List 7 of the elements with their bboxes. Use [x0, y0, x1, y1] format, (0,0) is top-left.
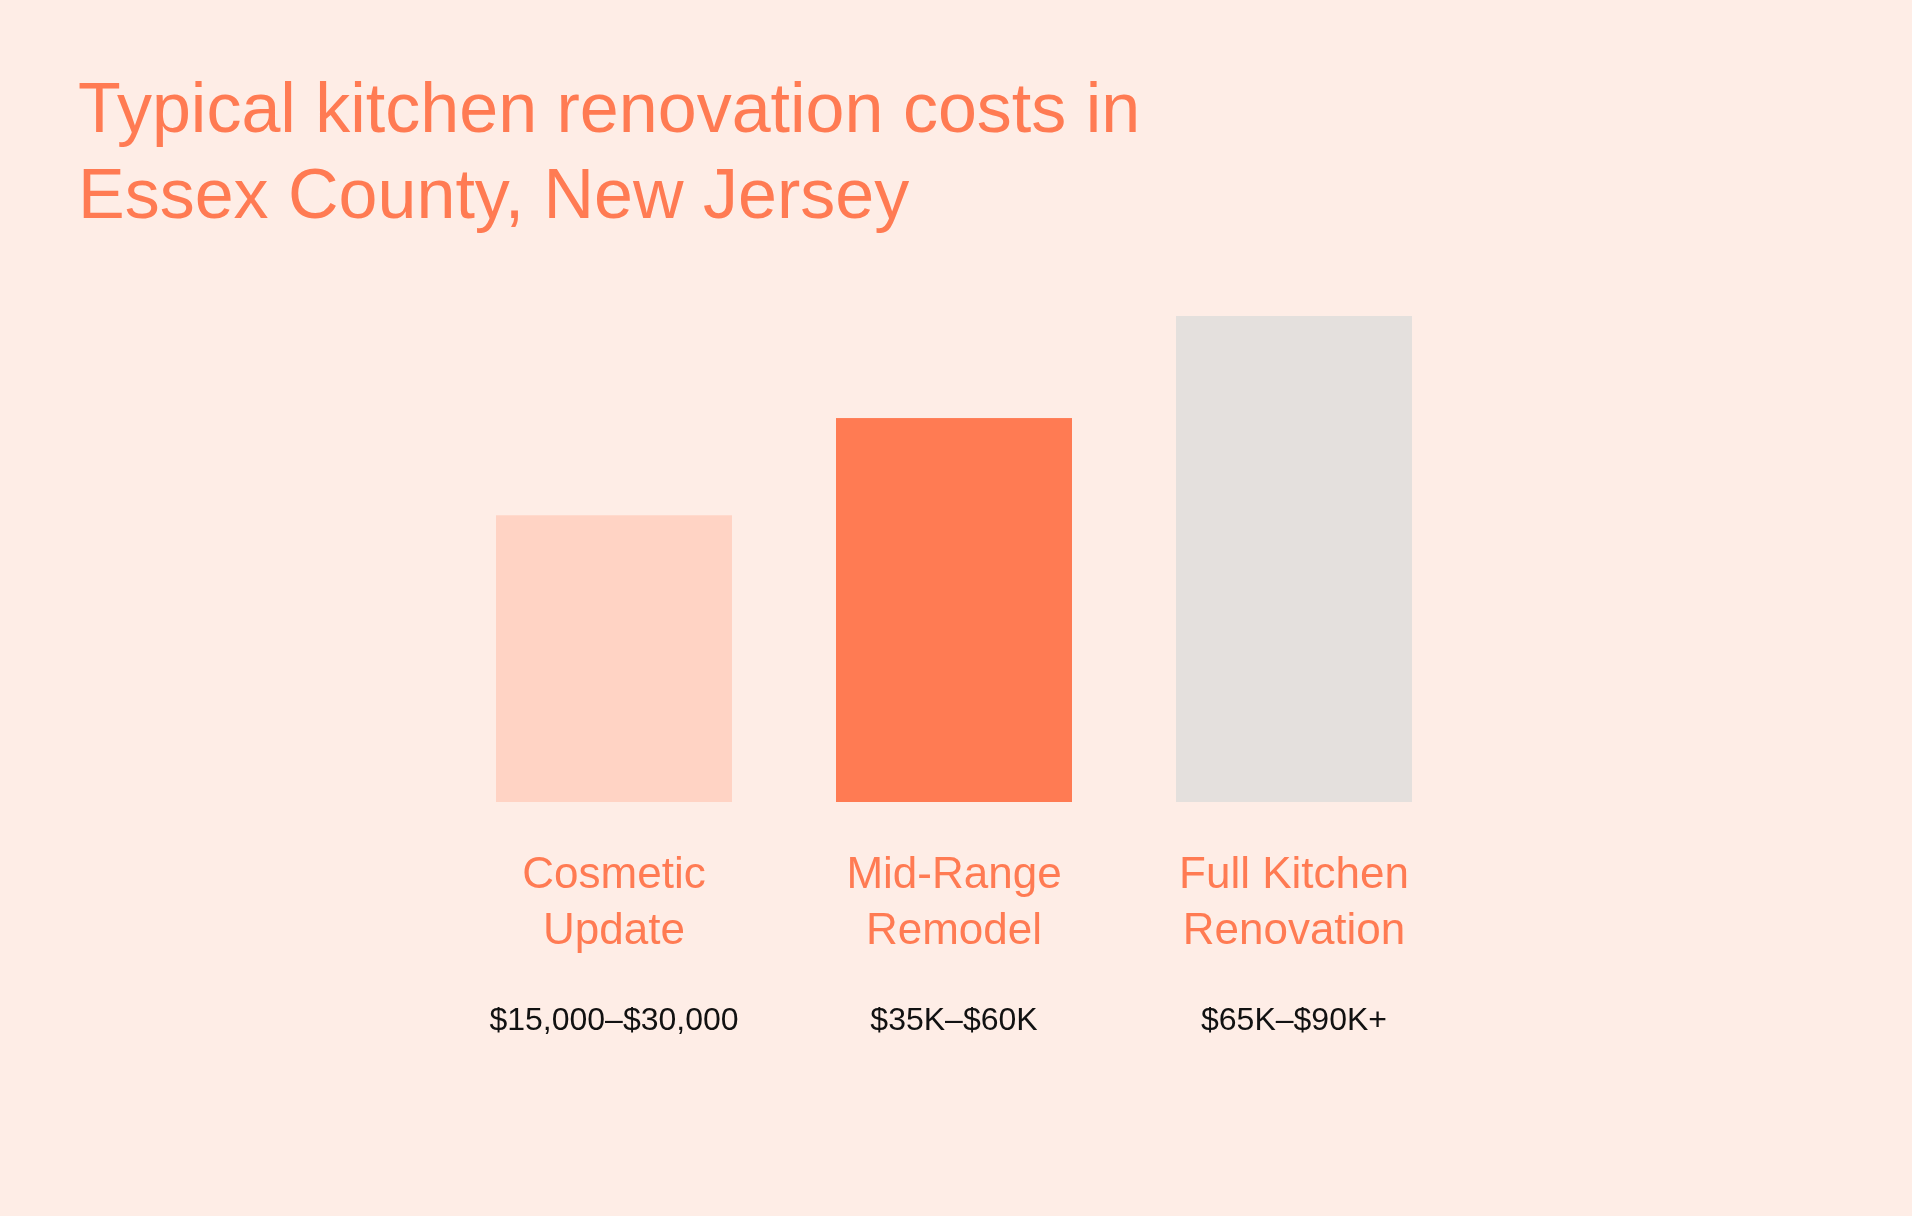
text: $15,000–$30,000	[489, 1001, 739, 1037]
x-tick-label: Cosmetic Update	[522, 848, 706, 953]
chart-title: Typical kitchen renovation costs in Essex County, New Jersey	[78, 69, 1141, 233]
x-tick-label: Full Kitchen Renovation	[1179, 848, 1409, 953]
x-tick-label: Mid-Range Remodel	[846, 848, 1062, 953]
text: $65K–$90K+	[1201, 1001, 1387, 1037]
text: $35K–$60K	[870, 1001, 1038, 1037]
